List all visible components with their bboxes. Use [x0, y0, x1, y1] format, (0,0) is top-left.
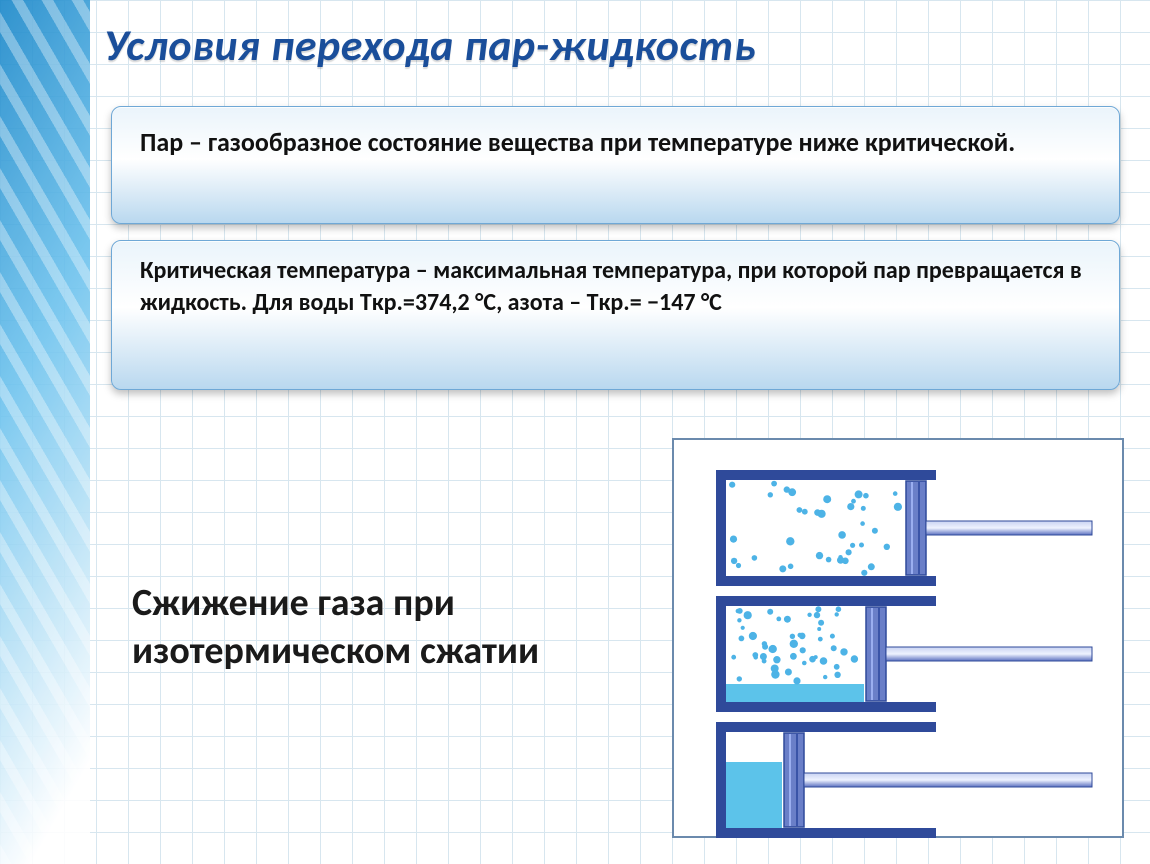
piston-state-2: [716, 596, 1096, 712]
diagram-caption: Сжижение газа при изотермическом сжатии: [132, 580, 592, 675]
definition-text-steam: Пар – газообразное состояние вещества пр…: [140, 125, 1091, 159]
piston-state-3: [716, 722, 1096, 838]
piston-state-1: [716, 470, 1096, 586]
definition-text-critical: Критическая температура – максимальная т…: [140, 255, 1091, 318]
left-accent-stripe: [0, 0, 90, 864]
definition-panel-critical: Критическая температура – максимальная т…: [111, 240, 1120, 390]
page-title: Условия перехода пар-жидкость: [104, 18, 756, 72]
definition-panel-steam: Пар – газообразное состояние вещества пр…: [111, 106, 1120, 224]
piston-diagram-frame: [672, 438, 1124, 838]
